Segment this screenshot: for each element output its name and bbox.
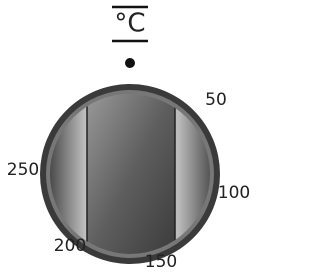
knob-grip: [87, 90, 175, 260]
scale-label: 100: [218, 183, 250, 203]
scale-label: 250: [7, 160, 39, 180]
indicator-dot: [125, 58, 135, 68]
scale-label: 150: [145, 252, 177, 272]
scale-label: 50: [205, 90, 227, 110]
thermostat-dial: °C 50 100 150 200 250: [0, 0, 251, 272]
unit-label: °C: [114, 9, 145, 39]
scale-label: 200: [54, 236, 86, 256]
